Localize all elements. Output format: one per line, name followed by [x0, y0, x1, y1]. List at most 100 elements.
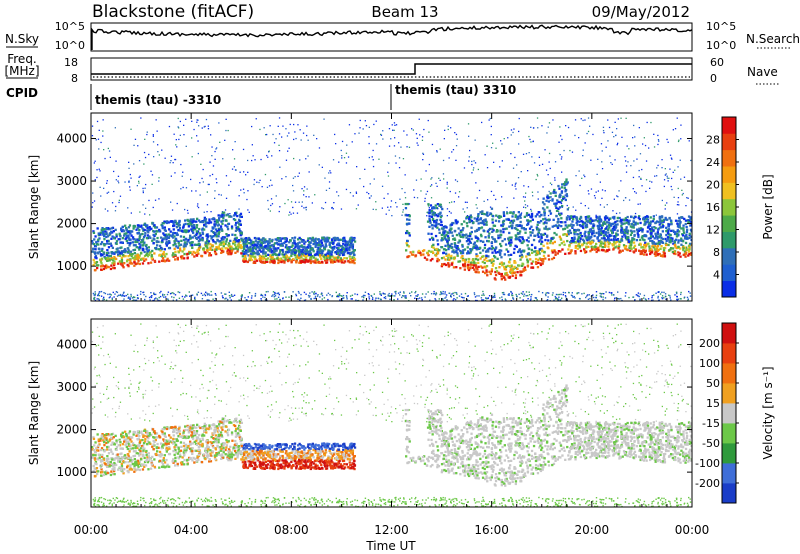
power-noise — [148, 153, 150, 156]
power-noise — [595, 214, 597, 216]
power-noise — [179, 120, 181, 123]
power-cell — [689, 228, 692, 231]
power-cell — [344, 240, 347, 243]
power-cell — [436, 243, 440, 246]
power-cell — [278, 258, 282, 261]
power-cell — [458, 239, 461, 242]
power-cell — [498, 216, 501, 220]
power-cell — [537, 231, 540, 234]
power-cell — [314, 241, 317, 244]
power-cell — [526, 258, 529, 261]
power-cell — [437, 259, 441, 262]
power-ground-noise — [669, 297, 671, 299]
power-cell — [244, 254, 247, 258]
power-cell — [335, 238, 338, 241]
power-noise — [456, 180, 459, 183]
power-ground-noise — [346, 292, 348, 294]
power-ground-noise — [92, 292, 95, 295]
power-cell — [449, 224, 452, 227]
power-cell — [618, 245, 621, 248]
power-cell — [564, 252, 567, 255]
power-cell — [261, 246, 264, 249]
power-cell — [106, 242, 109, 245]
power-cell — [150, 254, 153, 257]
power-cell — [461, 245, 464, 248]
power-cell — [128, 244, 131, 247]
power-cell — [551, 257, 554, 261]
power-cell — [236, 221, 240, 224]
power-noise — [486, 145, 488, 147]
power-cell — [677, 241, 680, 244]
power-cell — [112, 251, 115, 254]
power-cell — [251, 244, 254, 247]
power-cell — [450, 227, 453, 230]
power-cell — [151, 222, 155, 225]
power-cell — [116, 247, 119, 250]
power-cell — [521, 237, 524, 241]
power-cell — [142, 228, 145, 231]
power-cell — [507, 254, 510, 257]
power-noise — [484, 154, 486, 156]
power-cell — [685, 233, 688, 236]
power-cell — [436, 226, 439, 229]
power-cell — [523, 228, 526, 231]
power-noise — [501, 196, 503, 198]
power-cell — [125, 235, 128, 238]
power-cell — [662, 247, 666, 250]
power-cell — [543, 208, 546, 211]
power-ground-noise — [463, 299, 465, 301]
power-cell — [558, 206, 562, 209]
power-noise — [416, 137, 418, 139]
power-cell — [537, 261, 540, 264]
power-ground-noise — [399, 291, 401, 293]
power-noise — [242, 148, 245, 151]
power-cell — [463, 268, 466, 271]
power-cell — [417, 249, 421, 253]
power-cell — [570, 237, 574, 240]
power-cell — [472, 264, 476, 267]
power-cell — [467, 260, 470, 264]
power-cell — [525, 212, 529, 215]
power-cell — [502, 212, 506, 216]
power-cell — [233, 214, 236, 217]
power-cell — [103, 255, 106, 259]
power-noise — [413, 189, 415, 191]
power-cell — [477, 219, 480, 222]
power-cell — [428, 218, 431, 221]
power-cell — [503, 276, 506, 279]
power-cell — [207, 242, 210, 245]
power-cell — [92, 264, 95, 267]
power-ground-noise — [393, 299, 395, 301]
power-noise — [448, 210, 451, 213]
power-noise — [463, 167, 466, 169]
power-cell — [549, 192, 552, 195]
power-cell — [228, 251, 231, 254]
power-ground-noise — [661, 297, 664, 300]
power-ground-noise — [608, 291, 611, 294]
power-noise — [637, 203, 639, 205]
power-cell — [320, 260, 324, 264]
power-ground-noise — [100, 295, 103, 297]
power-cell — [333, 256, 336, 259]
power-cell — [514, 234, 517, 237]
power-cell — [626, 232, 629, 235]
power-cell — [492, 224, 495, 227]
power-cell — [197, 236, 200, 239]
power-cell — [114, 251, 117, 254]
power-cell — [685, 248, 688, 251]
power-noise — [100, 195, 102, 197]
power-cell — [280, 242, 284, 245]
power-noise — [118, 199, 120, 201]
power-cell — [303, 258, 306, 261]
power-cell — [196, 217, 199, 220]
power-cell — [215, 219, 218, 222]
power-cell — [591, 240, 594, 243]
power-cell — [509, 271, 513, 274]
power-noise — [195, 190, 197, 192]
power-cell — [570, 215, 573, 218]
power-cell — [665, 243, 668, 247]
power-cell — [138, 262, 141, 266]
power-noise — [436, 151, 438, 153]
power-cell — [146, 250, 149, 253]
power-cell — [317, 252, 320, 255]
